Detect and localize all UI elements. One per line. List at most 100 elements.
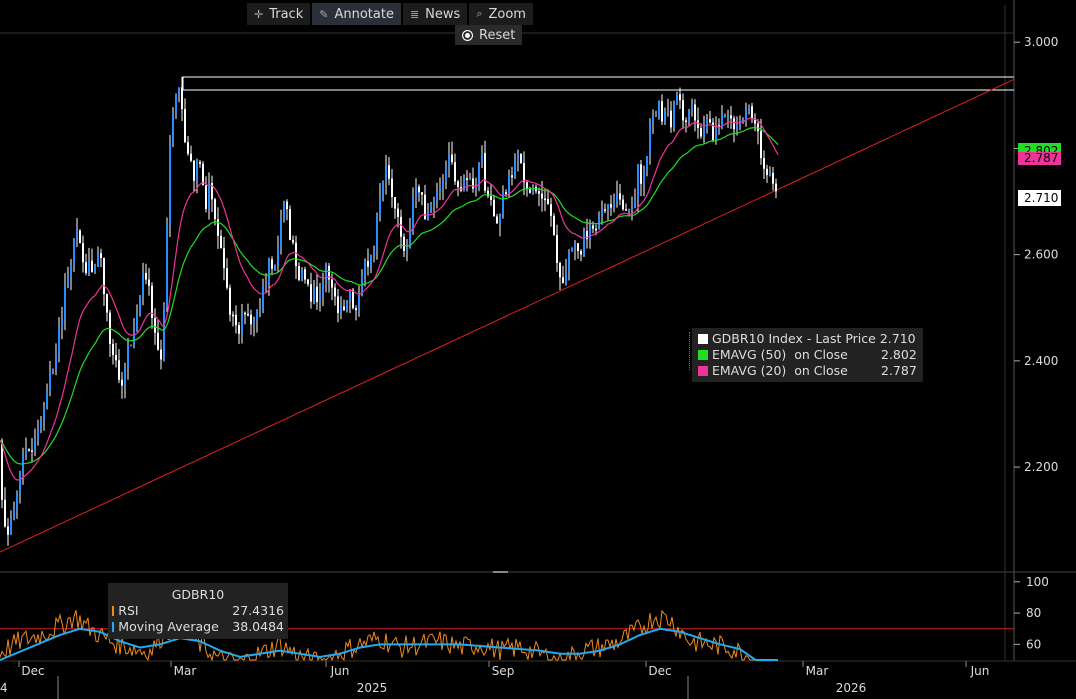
legend-row-ema50: EMAVG (50) on Close 2.802 (698, 347, 917, 363)
candle-body (391, 178, 393, 198)
rsi-line (0, 609, 778, 662)
candle-body (556, 234, 558, 263)
candle-body (169, 142, 171, 226)
last-price-tag: 2.710 (1018, 190, 1062, 206)
candle-body (217, 219, 219, 236)
news-button[interactable]: ≣ News (402, 3, 468, 25)
candle-body (694, 104, 696, 121)
candle-body (673, 103, 675, 128)
candle-body (505, 192, 507, 194)
candle-body (742, 119, 744, 121)
candle-body (736, 124, 738, 130)
reset-button[interactable]: Reset (455, 25, 523, 45)
candle-body (553, 215, 555, 235)
candle-body (526, 182, 528, 190)
candle-body (82, 243, 84, 263)
candle-body (760, 131, 762, 159)
candle-body (145, 273, 147, 280)
candle-body (37, 430, 39, 440)
candle-body (388, 165, 390, 179)
candle-body (211, 183, 213, 200)
candle-body (508, 175, 510, 194)
price-legend[interactable]: GDBR10 Index - Last Price 2.710 EMAVG (5… (689, 328, 923, 382)
candle-body (478, 163, 480, 188)
candle-body (646, 156, 648, 171)
legend-swatch-orange (112, 606, 115, 616)
zoom-label: Zoom (488, 6, 526, 22)
y-tick-label: 2.200 (1024, 460, 1058, 474)
candle-body (25, 449, 27, 455)
candle-body (70, 265, 72, 277)
candle-body (775, 183, 777, 192)
candle-body (382, 181, 384, 196)
candle-body (499, 213, 501, 224)
zoom-button[interactable]: ⌕ Zoom (469, 3, 533, 25)
month-label: Jun (330, 664, 350, 678)
candle-body (418, 186, 420, 193)
candle-body (358, 294, 360, 311)
candle-body (721, 115, 723, 128)
crosshair-icon: ✛ (254, 7, 264, 21)
candle-body (706, 119, 708, 129)
candle-body (106, 294, 108, 313)
chart-toolbar: ✛ Track ✎ Annotate ≣ News ⌕ Zoom (247, 3, 533, 25)
candle-body (445, 167, 447, 182)
ema50-line (0, 127, 779, 465)
candle-body (313, 286, 315, 302)
candle-body (115, 354, 117, 361)
candle-body (607, 204, 609, 210)
candle-body (613, 202, 615, 208)
candle-body (178, 87, 180, 95)
news-icon: ≣ (409, 7, 420, 21)
month-label: Dec (648, 664, 671, 678)
candle-body (142, 273, 144, 296)
candle-body (130, 344, 132, 347)
candle-body (250, 314, 252, 325)
candle-body (469, 178, 471, 181)
magnifier-icon: ⌕ (476, 7, 483, 20)
rsi-tick-label: 100 (1026, 575, 1049, 589)
candle-body (532, 186, 534, 193)
candle-body (118, 360, 120, 380)
annotate-button[interactable]: ✎ Annotate (312, 3, 401, 25)
radio-icon (462, 29, 473, 41)
candle-body (538, 191, 540, 194)
candle-body (484, 152, 486, 191)
candle-body (334, 287, 336, 297)
candle-body (91, 260, 93, 272)
legend-row-ema20: EMAVG (20) on Close 2.787 (698, 363, 917, 379)
annotate-label: Annotate (334, 6, 394, 22)
rsi-legend[interactable]: GDBR10 RSI 27.4316 Moving Average 38.048… (108, 583, 288, 639)
candle-body (46, 391, 48, 408)
candle-body (127, 345, 129, 369)
candle-body (64, 285, 66, 320)
candle-body (745, 109, 747, 120)
track-button[interactable]: ✛ Track (247, 3, 311, 25)
candle-body (424, 194, 426, 220)
month-label: Jun (970, 664, 990, 678)
rsi-tick-label: 80 (1026, 606, 1041, 620)
candle-body (400, 216, 402, 237)
candle-body (172, 113, 174, 143)
candle-body (34, 439, 36, 452)
rsi-legend-row-rsi: RSI 27.4316 (112, 603, 284, 619)
candle-body (547, 198, 549, 205)
candle-body (412, 198, 414, 231)
candle-body (31, 450, 33, 452)
candle-body (73, 238, 75, 266)
candle-body (349, 289, 351, 302)
candle-body (244, 312, 246, 315)
candle-body (601, 209, 603, 216)
legend-swatch-green (698, 350, 708, 360)
candle-body (301, 269, 303, 280)
candle-body (496, 216, 498, 224)
candle-body (247, 313, 249, 316)
candle-body (403, 236, 405, 251)
candle-body (154, 318, 156, 333)
candle-body (577, 243, 579, 252)
candle-body (10, 518, 12, 535)
candle-body (589, 225, 591, 240)
legend-drag-handle[interactable] (689, 332, 695, 370)
candle-body (325, 265, 327, 284)
